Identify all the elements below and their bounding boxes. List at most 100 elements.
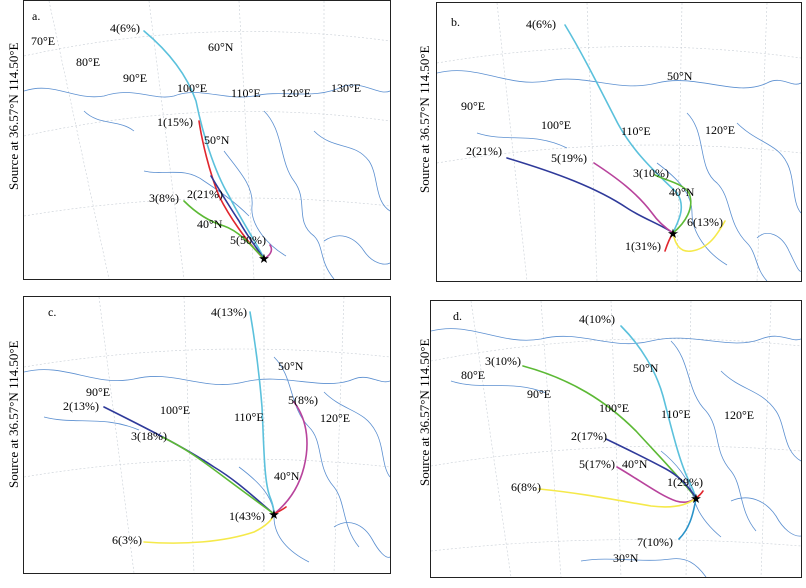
coord-label: 50°N bbox=[633, 361, 659, 375]
cluster-label: 3(18%) bbox=[131, 429, 167, 443]
coord-label: 90°E bbox=[123, 71, 148, 85]
graticule bbox=[24, 1, 390, 279]
source-star: ★ bbox=[690, 492, 702, 507]
cluster-label: 4(6%) bbox=[526, 17, 556, 31]
coord-label: 120°E bbox=[705, 123, 736, 137]
coord-label: 40°N bbox=[197, 217, 223, 231]
cluster-label: 7(10%) bbox=[637, 535, 673, 549]
cluster-label: 4(13%) bbox=[211, 305, 247, 319]
cluster-label: 1(31%) bbox=[625, 239, 661, 253]
cluster-label: 2(21%) bbox=[466, 144, 502, 158]
coord-label: 110°E bbox=[621, 124, 651, 138]
trajectory-6 bbox=[143, 513, 275, 544]
coord-label: 90°E bbox=[461, 99, 486, 113]
coord-label: 60°N bbox=[208, 40, 234, 54]
source-star: ★ bbox=[667, 227, 679, 242]
cluster-label: 3(8%) bbox=[149, 191, 179, 205]
coord-label: 110°E bbox=[231, 86, 261, 100]
trajectory-map-c: ★ c. 50°N 90°E 100°E 110°E 120°E 40°N 4(… bbox=[23, 296, 391, 574]
trajectory-5 bbox=[593, 162, 674, 234]
trajectory-4 bbox=[620, 325, 697, 499]
trajectory-5 bbox=[273, 401, 308, 515]
trajectory-4 bbox=[249, 311, 275, 515]
graticule bbox=[437, 3, 801, 281]
source-star: ★ bbox=[268, 508, 280, 523]
trajectory-2 bbox=[103, 406, 275, 515]
cluster-label: 2(13%) bbox=[63, 399, 99, 413]
coord-label: 30°N bbox=[613, 551, 639, 565]
coord-label: 50°N bbox=[667, 69, 693, 83]
trajectory-3 bbox=[522, 365, 697, 499]
coord-label: 80°E bbox=[76, 55, 101, 69]
cluster-label: 3(10%) bbox=[485, 354, 521, 368]
cluster-label: 6(3%) bbox=[112, 533, 142, 547]
coord-label: 40°N bbox=[622, 457, 648, 471]
coord-label: 100°E bbox=[177, 81, 208, 95]
cluster-label: 5(19%) bbox=[551, 151, 587, 165]
trajectory-2 bbox=[605, 438, 697, 499]
coord-label: 50°N bbox=[278, 359, 304, 373]
coord-label: 100°E bbox=[160, 403, 191, 417]
panel-label: a. bbox=[32, 9, 41, 23]
coord-label: 90°E bbox=[527, 387, 552, 401]
cluster-label: 5(17%) bbox=[579, 457, 615, 471]
coastline-borders bbox=[24, 356, 390, 563]
trajectory-map-d: ★ d. 50°N 80°E 90°E 100°E 110°E 120°E 40… bbox=[430, 300, 802, 578]
source-location-label: Source at 36.57°N 114.50°E bbox=[417, 45, 432, 193]
trajectory-6 bbox=[538, 488, 697, 508]
trajectory-1 bbox=[664, 232, 674, 252]
trajectory-4 bbox=[143, 30, 265, 259]
coord-label: 110°E bbox=[234, 410, 264, 424]
trajectory-1 bbox=[273, 506, 287, 515]
panel-label: c. bbox=[48, 305, 57, 319]
cluster-label: 5(50%) bbox=[230, 233, 266, 247]
coord-label: 110°E bbox=[661, 407, 691, 421]
source-location-label: Source at 36.57°N 114.50°E bbox=[6, 42, 21, 190]
coord-label: 90°E bbox=[86, 385, 111, 399]
panel-label: d. bbox=[453, 309, 462, 323]
coord-label: 120°E bbox=[281, 86, 312, 100]
coastline-borders bbox=[437, 70, 801, 281]
coastline-borders bbox=[431, 328, 801, 577]
cluster-label: 1(43%) bbox=[229, 509, 265, 523]
trajectory-5 bbox=[263, 244, 273, 260]
coord-label: 120°E bbox=[320, 411, 351, 425]
trajectory-3 bbox=[161, 436, 275, 515]
coord-label: 130°E bbox=[331, 81, 362, 95]
trajectory-map-a: ★ a. 70°E 80°E 90°E 60°N 100°E 110°E 120… bbox=[23, 0, 391, 280]
coord-label: 100°E bbox=[541, 118, 572, 132]
coord-label: 50°N bbox=[204, 133, 230, 147]
cluster-label: 4(6%) bbox=[110, 21, 140, 35]
cluster-label: 6(13%) bbox=[687, 215, 723, 229]
coord-label: 70°E bbox=[31, 34, 56, 48]
source-location-label: Source at 36.57°N 114.50°E bbox=[6, 340, 21, 488]
map-d-canvas: ★ bbox=[431, 301, 801, 577]
map-a-canvas: ★ bbox=[24, 1, 390, 279]
trajectory-4 bbox=[564, 24, 682, 234]
graticule bbox=[24, 297, 390, 573]
cluster-label: 2(21%) bbox=[187, 187, 223, 201]
trajectory-3 bbox=[654, 174, 692, 234]
map-c-canvas: ★ bbox=[24, 297, 390, 573]
trajectory-2 bbox=[506, 157, 674, 234]
cluster-label: 1(29%) bbox=[667, 475, 703, 489]
coastline-borders bbox=[24, 84, 390, 279]
cluster-label: 3(10%) bbox=[633, 166, 669, 180]
map-b-canvas: ★ bbox=[437, 3, 801, 281]
cluster-label: 6(8%) bbox=[511, 480, 541, 494]
trajectory-map-b: ★ b. 50°N 90°E 100°E 110°E 120°E 40°N 4(… bbox=[436, 2, 802, 282]
cluster-label: 5(8%) bbox=[288, 393, 318, 407]
coord-label: 120°E bbox=[724, 408, 755, 422]
coord-label: 100°E bbox=[599, 401, 630, 415]
cluster-label: 1(15%) bbox=[157, 115, 193, 129]
trajectory-1 bbox=[198, 120, 265, 260]
cluster-label: 2(17%) bbox=[571, 429, 607, 443]
trajectory-7 bbox=[678, 497, 697, 540]
trajectory-6 bbox=[672, 220, 726, 253]
coord-label: 40°N bbox=[274, 469, 300, 483]
trajectory-3 bbox=[183, 200, 265, 260]
cluster-label: 4(10%) bbox=[579, 312, 615, 326]
panel-label: b. bbox=[451, 15, 460, 29]
coord-label: 40°N bbox=[669, 185, 695, 199]
trajectory-2 bbox=[210, 175, 265, 260]
